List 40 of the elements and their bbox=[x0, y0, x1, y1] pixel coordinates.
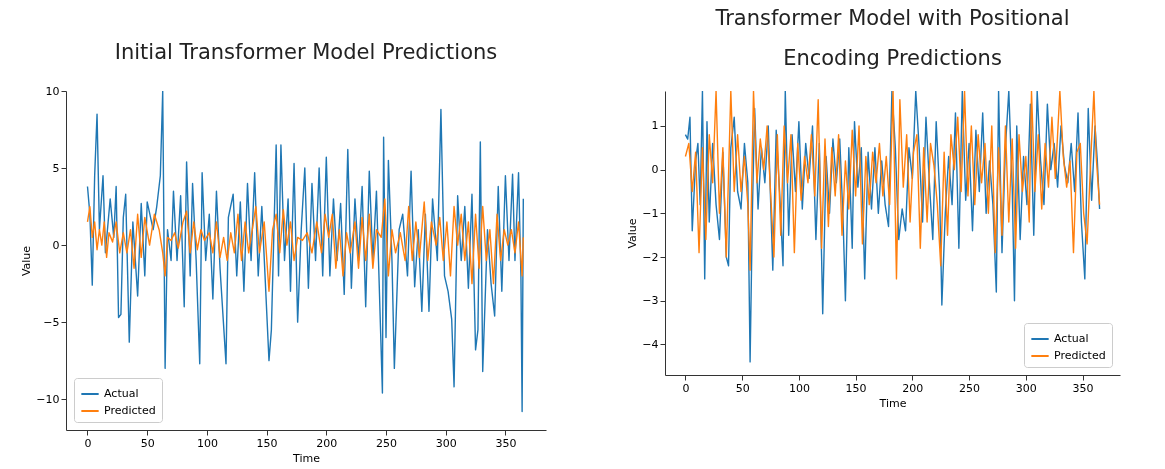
x-tick-label: 100 bbox=[196, 436, 218, 450]
y-tick-label: 0 bbox=[52, 238, 60, 252]
x-tick-label: 300 bbox=[1015, 381, 1037, 395]
y-tick-label: 10 bbox=[45, 84, 60, 98]
y-tick-label: −10 bbox=[36, 392, 60, 406]
y-tick-label: −3 bbox=[642, 294, 659, 308]
chart-title: Initial Transformer Model Predictions bbox=[114, 40, 498, 64]
legend-label: Actual bbox=[1054, 332, 1089, 345]
x-tick-label: 250 bbox=[959, 381, 981, 395]
x-tick-label: 150 bbox=[845, 381, 867, 395]
x-tick-label: 250 bbox=[376, 436, 397, 450]
x-tick-label: 50 bbox=[735, 381, 750, 395]
line-series bbox=[86, 198, 525, 293]
y-tick-label: −2 bbox=[642, 250, 659, 264]
x-axis-title: Time bbox=[292, 451, 321, 465]
y-tick-label: 0 bbox=[651, 163, 659, 177]
y-tick-label: −4 bbox=[642, 337, 659, 351]
x-tick-label: 0 bbox=[84, 436, 92, 450]
legend-label: Predicted bbox=[1054, 349, 1106, 362]
y-tick-label: −1 bbox=[642, 206, 659, 220]
y-tick-label: −5 bbox=[43, 315, 60, 329]
x-axis-title: Time bbox=[878, 396, 907, 410]
x-tick-label: 200 bbox=[316, 436, 338, 450]
x-tick-label: 350 bbox=[495, 436, 517, 450]
x-tick-label: 200 bbox=[902, 381, 924, 395]
y-axis-title: Value bbox=[20, 245, 34, 277]
line-series bbox=[684, 91, 1101, 280]
x-tick-label: 350 bbox=[1072, 381, 1094, 395]
x-tick-label: 0 bbox=[682, 381, 690, 395]
y-axis-title: Value bbox=[626, 218, 640, 249]
x-tick-label: 50 bbox=[140, 436, 155, 450]
chart-title: Transformer Model with Positional Encoding Predictions bbox=[714, 6, 1070, 70]
legend-label: Predicted bbox=[104, 404, 156, 417]
y-tick-label: 1 bbox=[651, 119, 659, 133]
x-tick-label: 100 bbox=[788, 381, 810, 395]
line-series bbox=[86, 91, 525, 413]
y-tick-label: 5 bbox=[52, 161, 60, 175]
x-tick-label: 150 bbox=[256, 436, 278, 450]
legend-label: Actual bbox=[104, 387, 139, 400]
x-tick-label: 300 bbox=[435, 436, 457, 450]
